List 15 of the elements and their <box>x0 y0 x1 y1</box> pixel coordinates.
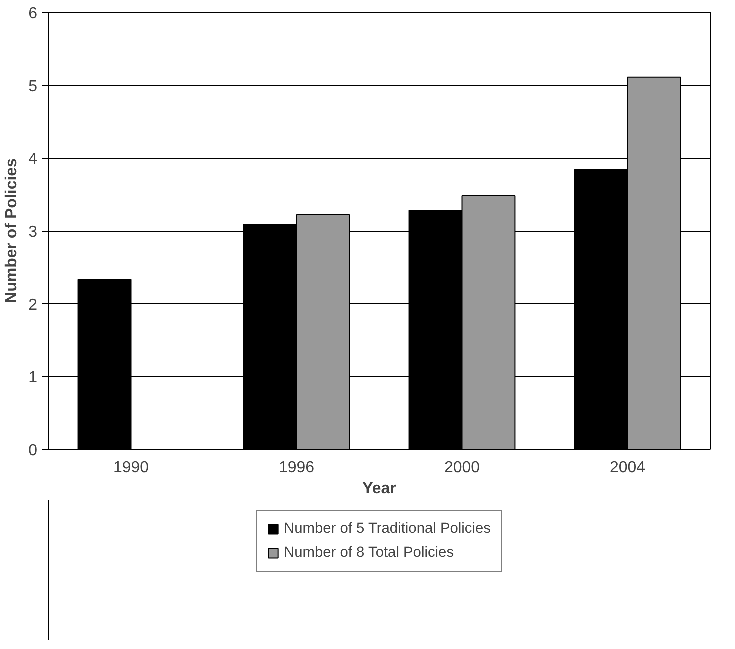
y-tick-label: 6 <box>28 6 38 22</box>
y-axis-title: Number of Policies <box>4 158 21 304</box>
x-tick-label: 2004 <box>610 460 646 476</box>
y-tick-label: 0 <box>28 442 38 460</box>
x-tick-label: 1990 <box>113 460 150 476</box>
y-tick-label: 1 <box>28 370 38 387</box>
x-tick-label: 1996 <box>278 460 315 476</box>
x-tick-label: 2000 <box>444 460 480 476</box>
x-axis-title: Year <box>362 480 396 498</box>
y-tick-label: 5 <box>28 78 38 96</box>
y-tick-label: 3 <box>28 224 38 241</box>
legend-label: Number of 8 Total Policies <box>284 545 454 561</box>
legend-label: Number of 5 Traditional Policies <box>284 521 491 537</box>
y-tick-label: 2 <box>28 296 38 314</box>
y-tick-label: 4 <box>28 151 38 168</box>
